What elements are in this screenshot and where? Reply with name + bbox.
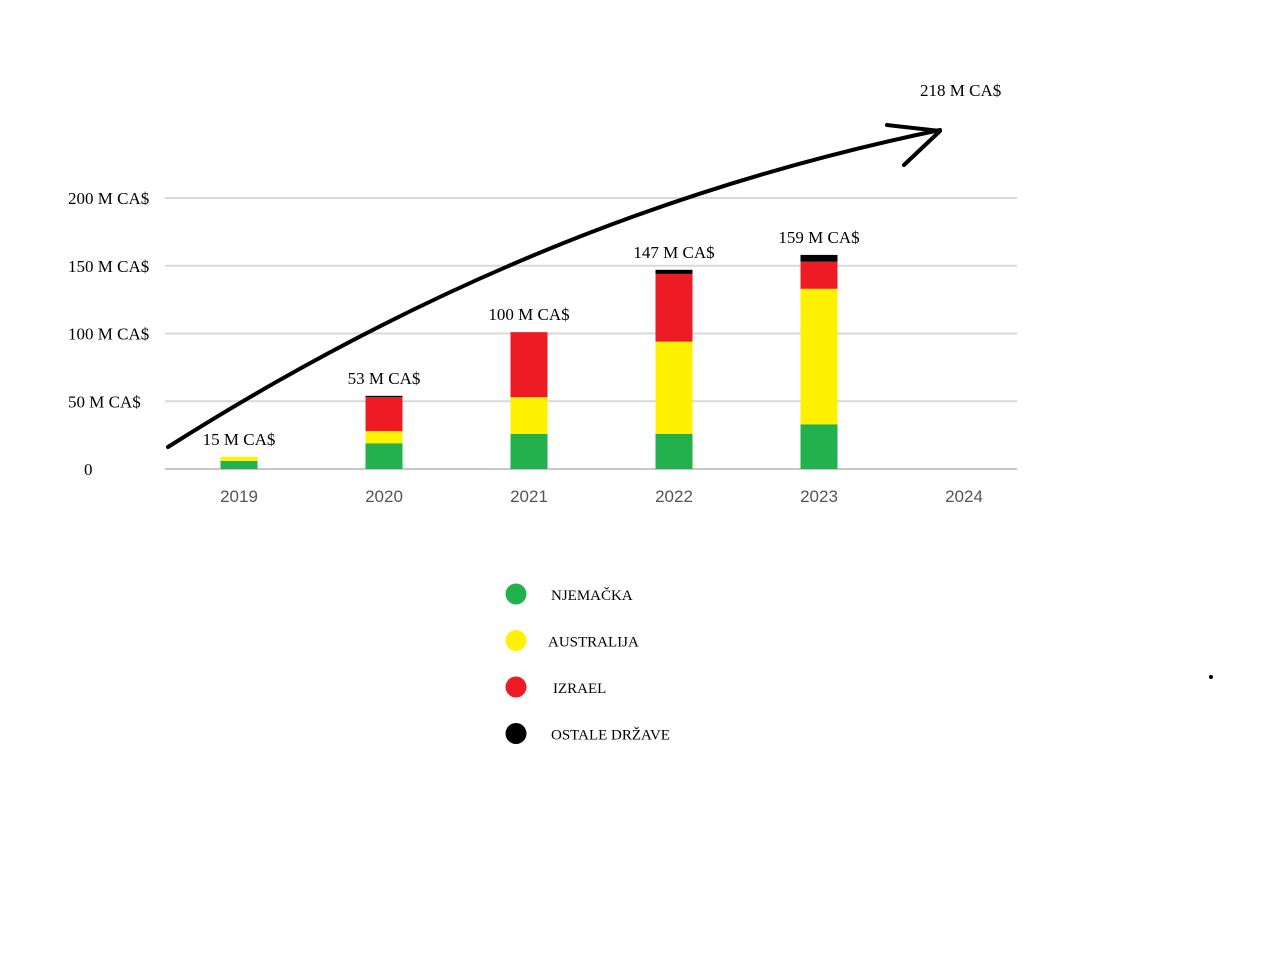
x-axis-ticks: 2019 2020 2021 2022 2023 2024: [220, 487, 983, 506]
stray-dot: [1209, 675, 1213, 679]
bar-segment-2020-3: [365, 395, 403, 398]
legend-label: OSTALE DRŽAVE: [551, 727, 670, 744]
bar-segment-2022-1: [655, 341, 693, 434]
legend-label: NJEMAČKA: [551, 587, 633, 604]
bar-segment-2023-3: [800, 254, 838, 262]
total-label: 147 M CA$: [633, 243, 714, 262]
projection-label: 218 M CA$: [920, 81, 1001, 100]
growth-arrow-curve: [166, 128, 942, 449]
total-label: 15 M CA$: [203, 430, 276, 449]
legend-marker: [505, 676, 527, 698]
x-tick-label: 2022: [655, 487, 693, 506]
bar-segment-2021-0: [510, 433, 548, 469]
y-tick-label: 150 M CA$: [68, 257, 149, 276]
legend-marker: [505, 630, 527, 651]
bar-segment-2020-2: [365, 397, 403, 432]
y-tick-label: 100 M CA$: [68, 325, 149, 344]
bar-stacks: [220, 254, 838, 469]
legend: NJEMAČKA AUSTRALIJA IZRAEL OSTALE DRŽAVE: [505, 583, 670, 744]
y-tick-label: 0: [84, 460, 93, 479]
bar-segment-2020-0: [365, 443, 403, 469]
x-tick-label: 2019: [220, 487, 258, 506]
x-tick-label: 2023: [800, 487, 838, 506]
bar-segment-2023-1: [800, 288, 838, 425]
gridlines: [165, 197, 1017, 470]
legend-marker: [505, 723, 527, 744]
y-axis-ticks: 0 50 M CA$ 100 M CA$ 150 M CA$ 200 M CA$: [68, 189, 149, 479]
growth-arrow: 218 M CA$: [166, 81, 1001, 449]
total-label: 159 M CA$: [778, 228, 859, 247]
bar-segment-2019-0: [220, 460, 258, 469]
legend-label: AUSTRALIJA: [548, 635, 639, 651]
bar-segment-2022-0: [655, 433, 693, 469]
y-tick-label: 200 M CA$: [68, 189, 149, 208]
bar-segment-2020-1: [365, 431, 403, 444]
legend-label: IZRAEL: [553, 681, 606, 697]
bar-total-labels: 15 M CA$ 53 M CA$ 100 M CA$ 147 M CA$ 159 M …: [203, 228, 860, 449]
total-label: 53 M CA$: [348, 369, 421, 388]
x-tick-label: 2024: [945, 487, 983, 506]
bar-segment-2021-2: [510, 332, 548, 398]
bar-segment-2023-2: [800, 261, 838, 289]
total-label: 100 M CA$: [488, 305, 569, 324]
x-tick-label: 2021: [510, 487, 548, 506]
bar-segment-2022-2: [655, 273, 693, 342]
legend-marker: [505, 583, 527, 605]
growth-arrow-head: [885, 123, 942, 167]
bar-segment-2022-3: [655, 269, 693, 274]
bar-segment-2019-1: [220, 456, 258, 461]
x-tick-label: 2020: [365, 487, 403, 506]
bar-segment-2023-0: [800, 424, 838, 469]
y-tick-label: 50 M CA$: [68, 392, 141, 411]
bar-segment-2021-1: [510, 397, 548, 434]
